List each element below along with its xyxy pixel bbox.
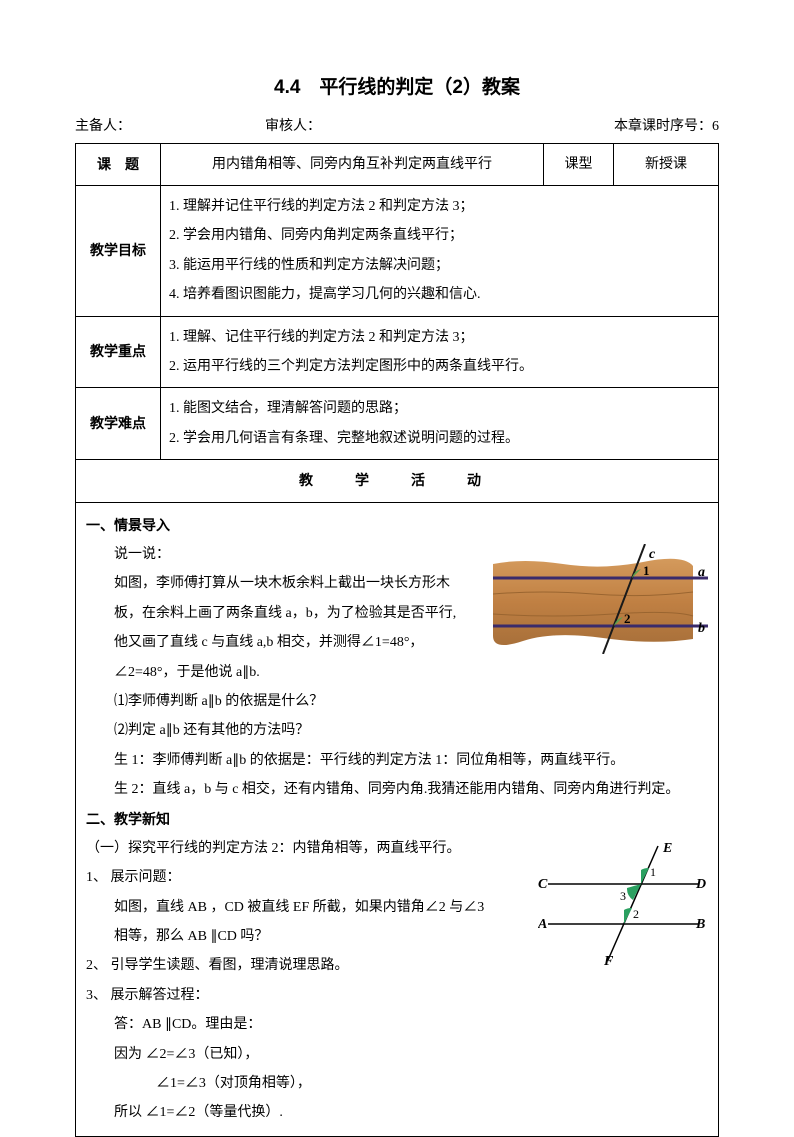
activity-header: 教 学 活 动: [76, 460, 719, 502]
label-a1: 1: [650, 865, 656, 879]
list-item: 1. 理解、记住平行线的判定方法 2 和判定方法 3；: [169, 323, 710, 352]
content-line: 生 1：李师傅判断 a∥b 的依据是：平行线的判定方法 1：同位角相等，两直线平…: [86, 746, 708, 775]
wood-diagram: c a b 1 2: [493, 544, 708, 654]
table-row: 教学难点 1. 能图文结合，理清解答问题的思路； 2. 学会用几何语言有条理、完…: [76, 388, 719, 460]
type-label: 课型: [544, 143, 614, 185]
content-line: 3、 展示解答过程：: [86, 981, 708, 1010]
content-line: ⑵判定 a∥b 还有其他的方法吗？: [86, 716, 708, 745]
label-E: E: [662, 841, 672, 856]
keypoints-label: 教学重点: [76, 316, 161, 388]
content-line: 因为 ∠2=∠3（已知），: [86, 1040, 708, 1069]
lesson-table: 课 题 用内错角相等、同旁内角互补判定两直线平行 课型 新授课 教学目标 1. …: [75, 143, 719, 1137]
table-row: 教 学 活 动: [76, 460, 719, 502]
subject-label: 课 题: [76, 143, 161, 185]
content-line: 生 2：直线 a，b 与 c 相交，还有内错角、同旁内角.我猜还能用内错角、同旁…: [86, 775, 708, 804]
content-line: ∠2=48°，于是他说 a∥b.: [86, 658, 708, 687]
meta-row: 主备人： 审核人： 本章课时序号：6: [75, 114, 719, 141]
goals-cell: 1. 理解并记住平行线的判定方法 2 和判定方法 3； 2. 学会用内错角、同旁…: [161, 186, 719, 317]
content-line: ∠1=∠3（对顶角相等），: [86, 1069, 708, 1098]
list-item: 1. 能图文结合，理清解答问题的思路；: [169, 394, 710, 423]
label-a: a: [698, 565, 705, 580]
seq-label: 本章课时序号：6: [614, 114, 719, 141]
list-item: 4. 培养看图识图能力，提高学习几何的兴趣和信心.: [169, 280, 710, 309]
label-D: D: [695, 877, 706, 892]
table-row: 课 题 用内错角相等、同旁内角互补判定两直线平行 课型 新授课: [76, 143, 719, 185]
table-row: 教学重点 1. 理解、记住平行线的判定方法 2 和判定方法 3； 2. 运用平行…: [76, 316, 719, 388]
difficult-label: 教学难点: [76, 388, 161, 460]
label-c: c: [649, 547, 656, 562]
geometry-diagram: E F C D A B 1 3 2: [538, 838, 708, 968]
label-A: A: [538, 917, 547, 932]
label-F: F: [603, 954, 614, 968]
page-title: 4.4 平行线的判定（2）教案: [75, 70, 719, 106]
goals-label: 教学目标: [76, 186, 161, 317]
list-item: 1. 理解并记住平行线的判定方法 2 和判定方法 3；: [169, 192, 710, 221]
label-B: B: [695, 917, 705, 932]
list-item: 2. 学会用几何语言有条理、完整地叙述说明问题的过程。: [169, 424, 710, 453]
label-b: b: [698, 621, 705, 636]
label-angle2: 2: [624, 611, 631, 626]
list-item: 2. 运用平行线的三个判定方法判定图形中的两条直线平行。: [169, 352, 710, 381]
type-value: 新授课: [614, 143, 719, 185]
label-a3: 3: [620, 889, 626, 903]
review-label: 审核人：: [265, 114, 614, 141]
label-a2: 2: [633, 907, 639, 921]
content-line: 所以 ∠1=∠2（等量代换）.: [86, 1098, 708, 1127]
list-item: 2. 学会用内错角、同旁内角判定两条直线平行；: [169, 221, 710, 250]
keypoints-cell: 1. 理解、记住平行线的判定方法 2 和判定方法 3； 2. 运用平行线的三个判…: [161, 316, 719, 388]
label-angle1: 1: [643, 563, 650, 578]
section-heading: 一、情景导入: [86, 511, 708, 540]
author-label: 主备人：: [75, 114, 265, 141]
list-item: 3. 能运用平行线的性质和判定方法解决问题；: [169, 251, 710, 280]
content-line: ⑴李师傅判断 a∥b 的依据是什么？: [86, 687, 708, 716]
subject-value: 用内错角相等、同旁内角互补判定两直线平行: [161, 143, 544, 185]
table-row: 一、情景导入: [76, 502, 719, 1136]
table-row: 教学目标 1. 理解并记住平行线的判定方法 2 和判定方法 3； 2. 学会用内…: [76, 186, 719, 317]
label-C: C: [538, 877, 548, 892]
content-line: 答：AB ∥CD。理由是：: [86, 1010, 708, 1039]
section-heading: 二、教学新知: [86, 805, 708, 834]
activity-content: 一、情景导入: [76, 502, 719, 1136]
difficult-cell: 1. 能图文结合，理清解答问题的思路； 2. 学会用几何语言有条理、完整地叙述说…: [161, 388, 719, 460]
